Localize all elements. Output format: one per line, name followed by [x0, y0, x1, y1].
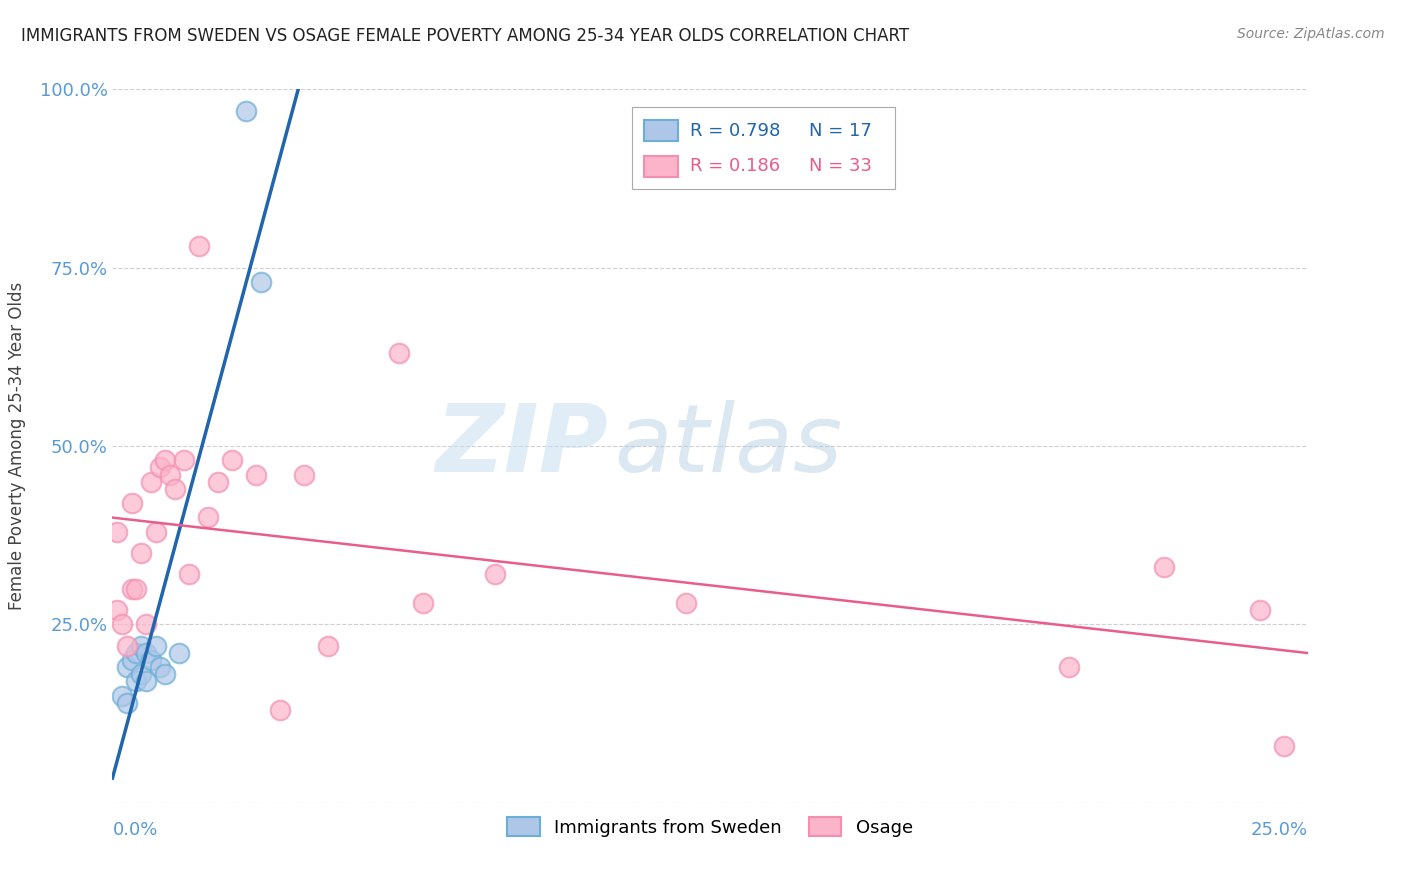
Point: [187, 239, 209, 253]
Text: R = 0.186: R = 0.186: [690, 157, 780, 175]
Point: [125, 646, 148, 660]
Point: [121, 653, 143, 667]
Point: [221, 453, 243, 467]
Text: R = 0.798: R = 0.798: [690, 121, 780, 139]
Y-axis label: Female Poverty Among 25-34 Year Olds: Female Poverty Among 25-34 Year Olds: [7, 282, 25, 610]
Point: [153, 667, 176, 681]
Point: [111, 617, 134, 632]
FancyBboxPatch shape: [644, 120, 678, 141]
Text: atlas: atlas: [614, 401, 842, 491]
Point: [135, 646, 157, 660]
Text: Source: ZipAtlas.com: Source: ZipAtlas.com: [1237, 27, 1385, 41]
Point: [163, 482, 186, 496]
Point: [169, 646, 191, 660]
Point: [1153, 560, 1175, 574]
Point: [269, 703, 291, 717]
Point: [125, 582, 148, 596]
Text: 0.0%: 0.0%: [112, 821, 157, 838]
Point: [159, 467, 181, 482]
Point: [484, 567, 506, 582]
Text: N = 17: N = 17: [810, 121, 872, 139]
Point: [121, 582, 143, 596]
Point: [149, 460, 172, 475]
Text: IMMIGRANTS FROM SWEDEN VS OSAGE FEMALE POVERTY AMONG 25-34 YEAR OLDS CORRELATION: IMMIGRANTS FROM SWEDEN VS OSAGE FEMALE P…: [21, 27, 910, 45]
Point: [129, 546, 152, 560]
Text: 25.0%: 25.0%: [1250, 821, 1308, 838]
Point: [125, 674, 148, 689]
Point: [1249, 603, 1271, 617]
Point: [153, 453, 176, 467]
Point: [121, 496, 143, 510]
Point: [316, 639, 339, 653]
Point: [139, 475, 162, 489]
Point: [412, 596, 434, 610]
Point: [235, 103, 257, 118]
Legend: Immigrants from Sweden, Osage: Immigrants from Sweden, Osage: [501, 810, 920, 844]
Point: [135, 617, 157, 632]
Point: [115, 696, 138, 710]
Point: [177, 567, 200, 582]
Point: [105, 603, 128, 617]
Point: [115, 660, 138, 674]
Point: [245, 467, 267, 482]
Point: [149, 660, 172, 674]
Point: [675, 596, 697, 610]
Point: [129, 667, 152, 681]
Point: [292, 467, 315, 482]
FancyBboxPatch shape: [644, 155, 678, 177]
Text: N = 33: N = 33: [810, 157, 872, 175]
Point: [388, 346, 411, 360]
Point: [139, 653, 162, 667]
Point: [249, 275, 271, 289]
Point: [129, 639, 152, 653]
Point: [207, 475, 229, 489]
Point: [135, 674, 157, 689]
Point: [1272, 739, 1295, 753]
Point: [173, 453, 195, 467]
Point: [105, 524, 128, 539]
Point: [111, 689, 134, 703]
Point: [145, 524, 167, 539]
Point: [1057, 660, 1080, 674]
Point: [197, 510, 219, 524]
Point: [145, 639, 167, 653]
FancyBboxPatch shape: [633, 107, 896, 189]
Text: ZIP: ZIP: [436, 400, 609, 492]
Point: [115, 639, 138, 653]
